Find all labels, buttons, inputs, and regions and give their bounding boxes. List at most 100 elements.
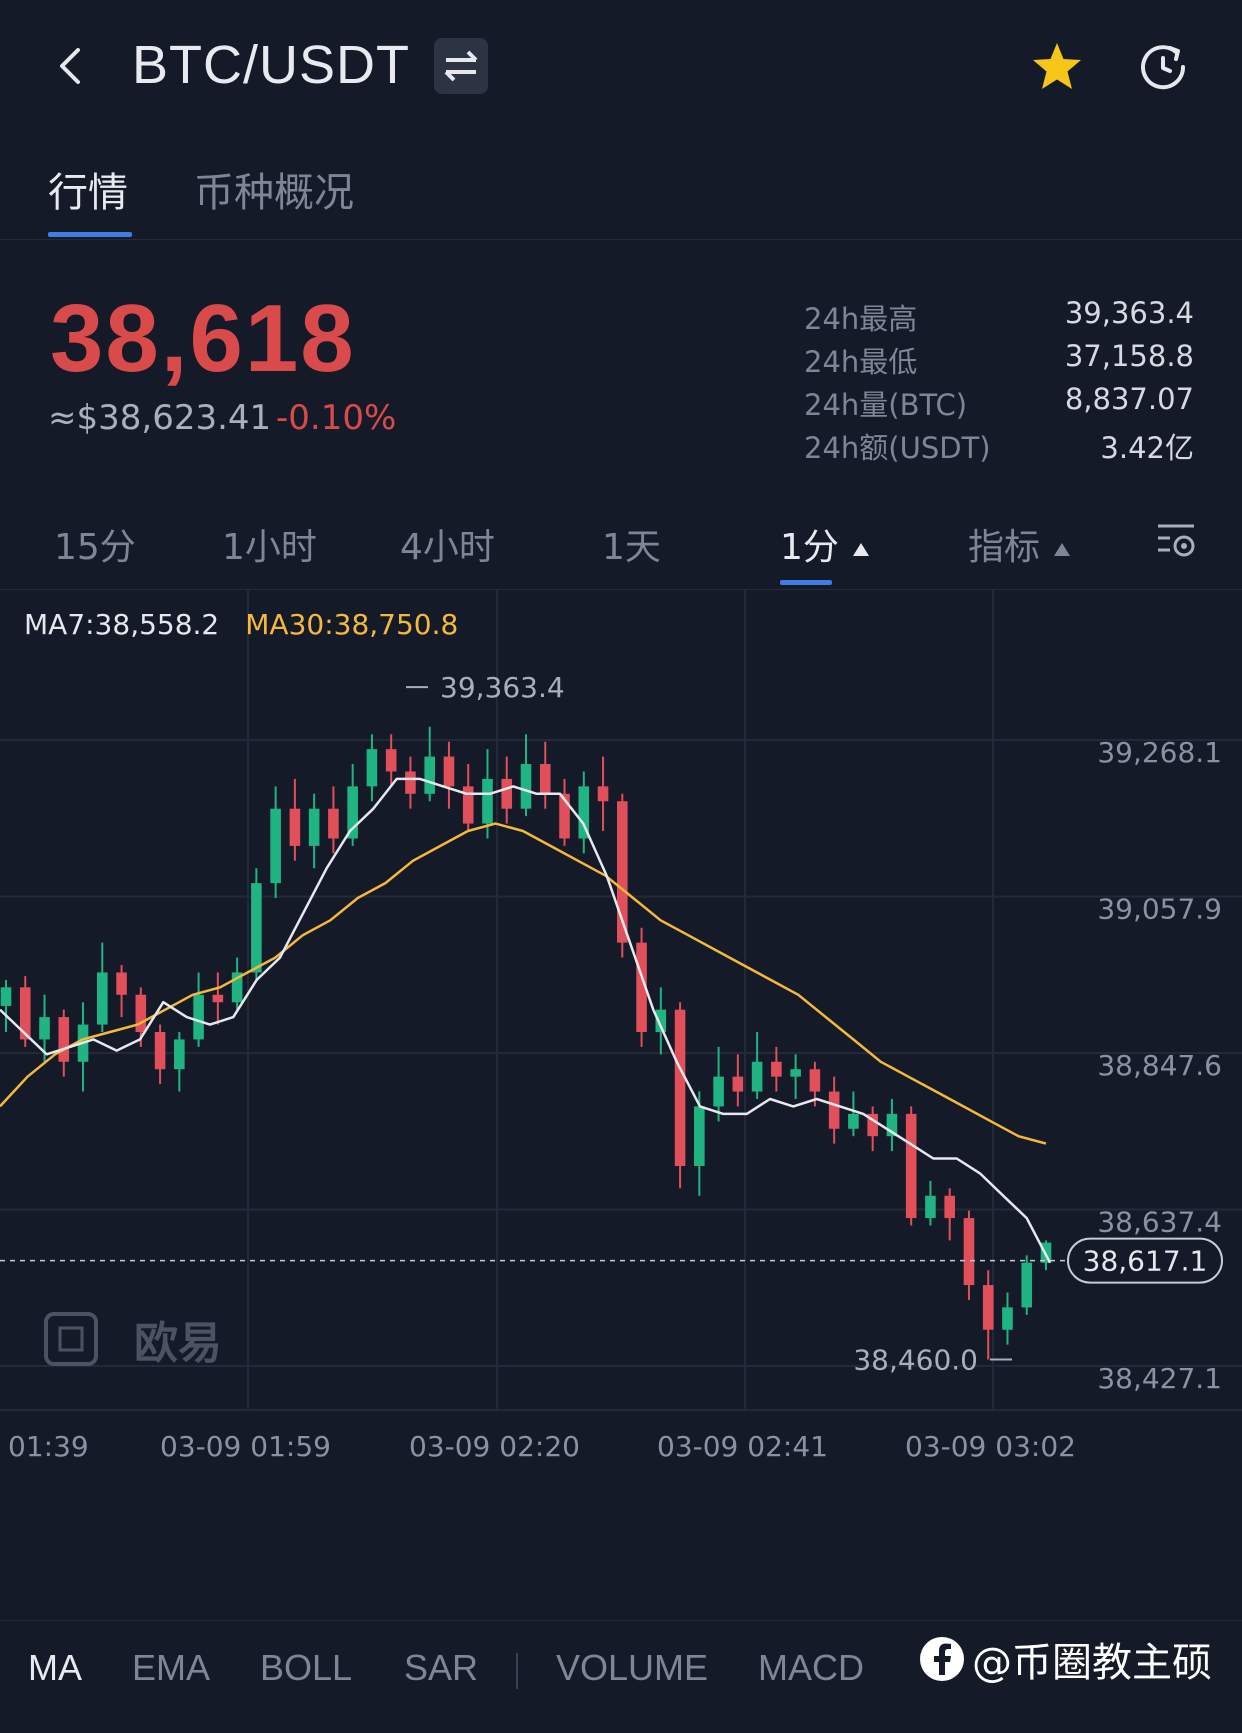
top-bar: BTC/USDT — [0, 0, 1242, 130]
swap-arrows-icon — [444, 50, 478, 82]
page-tabs: 行情 币种概况 — [0, 150, 1242, 240]
chart-settings-icon[interactable] — [1154, 518, 1198, 562]
active-tab-indicator — [48, 232, 132, 237]
candle-body — [848, 1113, 859, 1129]
y-tick-label: 39,057.9 — [1097, 892, 1222, 925]
candle-body — [193, 994, 204, 1040]
ma7-line — [0, 777, 1052, 1264]
stat-value: 39,363.4 — [1064, 296, 1194, 330]
brand-name: 欧易 — [134, 1318, 222, 1369]
brand-logo-icon — [44, 1312, 98, 1366]
refresh-icon[interactable] — [1136, 40, 1190, 94]
chevron-left-icon[interactable] — [50, 44, 94, 88]
candle-body — [751, 1061, 763, 1092]
stat-label: 24h最低 — [804, 345, 918, 379]
candlestick-chart[interactable]: 39,268.1 39,057.9 38,847.6 38,637.4 38,427.1… — [0, 590, 1242, 1550]
candle-body — [443, 756, 455, 787]
indicator-sar[interactable]: SAR — [404, 1647, 479, 1688]
high-price-label: 39,363.4 — [440, 671, 565, 704]
candle-body — [617, 801, 628, 943]
candle-body — [405, 771, 416, 794]
facebook-icon — [920, 1637, 964, 1681]
interval-bar: 15分 1小时 4小时 1天 1分 指标 — [0, 500, 1242, 590]
candle-body — [539, 764, 551, 794]
candle-body — [97, 972, 108, 1025]
candle-body — [925, 1195, 936, 1219]
candle-body — [982, 1285, 994, 1330]
stat-row: 24h量(BTC) 8,837.07 — [804, 382, 1194, 425]
ma7-value: MA7:38,558.2 — [24, 608, 220, 641]
star-icon[interactable] — [1030, 40, 1084, 94]
ma30-value: MA30:38,750.8 — [245, 608, 459, 641]
stat-label: 24h量(BTC) — [804, 388, 968, 422]
indicator-volume[interactable]: VOLUME — [556, 1647, 709, 1688]
stat-row: 24h最高 39,363.4 — [804, 296, 1194, 339]
current-price-label: 38,617.1 — [1083, 1245, 1208, 1278]
candle-body — [944, 1195, 955, 1219]
candle-body — [231, 972, 243, 1003]
candle-body — [597, 786, 609, 802]
candle-body — [1021, 1262, 1033, 1308]
interval-1h[interactable]: 1小时 — [222, 527, 317, 568]
candle-body — [790, 1069, 801, 1077]
candle-body — [116, 972, 127, 995]
brand-logo-inner — [58, 1326, 84, 1352]
y-tick-label: 39,268.1 — [1097, 736, 1222, 769]
candle-body — [963, 1218, 975, 1286]
candle-body — [0, 987, 12, 1006]
ma30-line — [0, 822, 1047, 1145]
indicator-ema[interactable]: EMA — [132, 1647, 211, 1688]
ma-legend: MA7:38,558.2 MA30:38,750.8 — [24, 608, 458, 641]
interval-4h[interactable]: 4小时 — [400, 527, 495, 568]
candle-body — [828, 1091, 840, 1129]
candle-body — [270, 808, 281, 884]
candle-body — [636, 942, 647, 1032]
indicator-dropdown[interactable]: 指标 — [968, 518, 1071, 570]
interval-1d[interactable]: 1天 — [602, 527, 661, 568]
indicator-separator — [516, 1653, 518, 1689]
indicator-macd[interactable]: MACD — [758, 1647, 864, 1688]
interval-15m[interactable]: 15分 — [54, 527, 136, 568]
candle-body — [732, 1076, 744, 1092]
x-tick-label: 03-09 03:02 — [905, 1430, 1076, 1463]
candle-body — [867, 1113, 878, 1137]
candle-body — [501, 778, 513, 809]
candle-body — [886, 1113, 898, 1137]
stat-label: 24h最高 — [804, 302, 918, 336]
candle-body — [559, 793, 570, 839]
candle-body — [520, 764, 532, 809]
candle-body — [251, 883, 262, 973]
candle-body — [328, 808, 339, 839]
indicator-boll[interactable]: BOLL — [260, 1647, 353, 1688]
stat-value: 37,158.8 — [1064, 339, 1194, 373]
indicator-bar: MA EMA BOLL SAR VOLUME MACD — [0, 1620, 1242, 1720]
candle-body — [212, 994, 224, 1003]
interval-1m-dropdown[interactable]: 1分 — [780, 518, 869, 570]
tab-market[interactable]: 行情 — [48, 170, 128, 216]
stat-value: 3.42亿 — [1100, 431, 1194, 465]
indicator-label: 指标 — [968, 527, 1041, 568]
candle-body — [308, 808, 320, 846]
indicator-ma[interactable]: MA — [28, 1647, 82, 1688]
stat-value: 8,837.07 — [1064, 382, 1194, 416]
candle-body — [347, 786, 358, 839]
tab-coin-overview[interactable]: 币种概况 — [194, 170, 354, 216]
swap-pair-button[interactable] — [434, 38, 488, 94]
y-tick-label: 38,847.6 — [1097, 1049, 1222, 1082]
watermark-credit: @币圈教主硕 — [918, 1630, 1212, 1688]
candle-body — [366, 749, 378, 787]
candle-body — [1002, 1307, 1013, 1330]
dropdown-triangle-icon — [852, 542, 869, 556]
candle-body — [289, 808, 301, 846]
candle-body — [771, 1061, 782, 1077]
pair-title: BTC/USDT — [132, 35, 410, 95]
candle-body — [809, 1069, 821, 1092]
x-tick-label: 01:39 — [8, 1430, 89, 1463]
candle-body — [694, 1106, 705, 1166]
candle-body — [19, 987, 31, 1040]
stat-row: 24h额(USDT) 3.42亿 — [804, 425, 1194, 468]
x-tick-label: 03-09 02:41 — [657, 1430, 828, 1463]
candle-body — [385, 749, 397, 772]
y-tick-label: 38,637.4 — [1097, 1205, 1222, 1238]
y-tick-label: 38,427.1 — [1097, 1362, 1222, 1395]
